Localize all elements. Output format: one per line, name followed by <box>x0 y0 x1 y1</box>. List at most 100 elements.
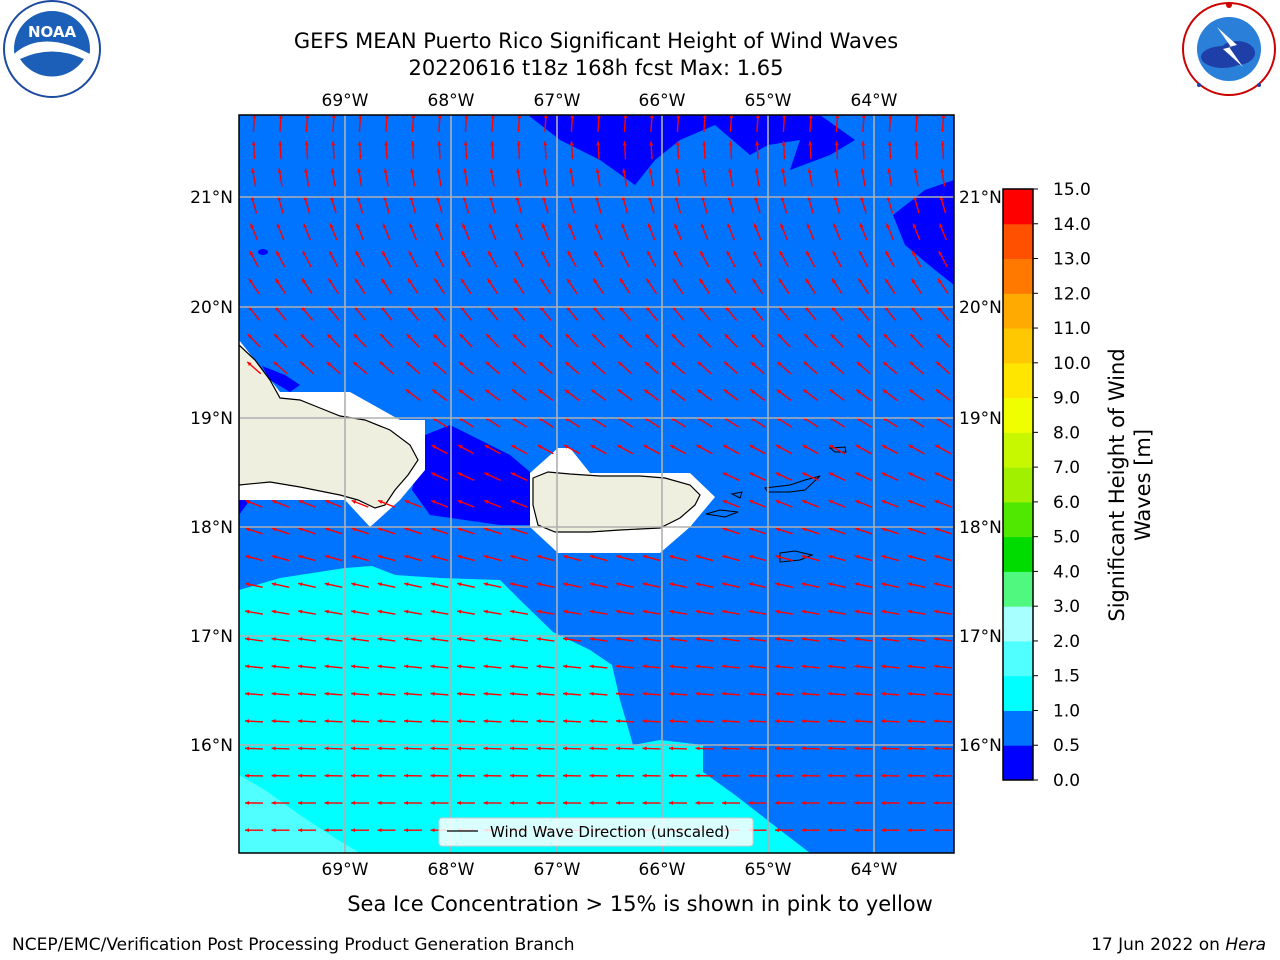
wave-direction-arrowhead <box>593 278 598 284</box>
map-frame <box>238 114 955 854</box>
wave-direction-arrowhead <box>881 746 886 751</box>
wave-direction-arrowhead <box>483 664 488 669</box>
wave-direction-arrowhead <box>642 582 648 587</box>
generation-date: 17 Jun 2022 on Hera <box>1091 935 1266 955</box>
wave-direction-arrowhead <box>698 334 703 339</box>
wave-direction-arrowhead <box>409 223 413 228</box>
wave-direction-arrowhead <box>379 361 385 366</box>
wave-direction-arrowhead <box>483 637 488 642</box>
wave-direction-arrowhead <box>881 527 886 532</box>
wave-direction-arrowhead <box>251 141 256 146</box>
wave-direction-arrowhead <box>250 223 254 228</box>
wave-direction-arrowhead <box>377 828 382 833</box>
wave-direction-arrowhead <box>695 637 700 642</box>
wave-direction-arrowhead <box>907 582 913 587</box>
wave-direction-arrowhead <box>911 278 916 284</box>
wave-direction-arrowhead <box>589 691 594 696</box>
wave-direction-arrowhead <box>351 582 356 587</box>
wave-direction-arrowhead <box>404 828 409 833</box>
wave-direction-arrowhead <box>538 389 543 394</box>
wave-direction-arrowhead <box>245 637 250 642</box>
wave-direction-arrowhead <box>722 472 728 477</box>
wave-direction-arrowhead <box>675 168 680 173</box>
wave-height-band-under-0-5-east <box>893 180 954 285</box>
wave-direction-arrowhead <box>935 389 941 394</box>
colorbar-tick-label: 4.0 <box>1053 562 1080 582</box>
wave-direction-arrowhead <box>357 141 362 146</box>
wave-direction-arrowhead <box>806 223 811 228</box>
wave-direction-arrowhead <box>563 801 568 805</box>
wave-direction-arrowhead <box>934 719 939 724</box>
national-weather-service-logo <box>1182 2 1276 96</box>
wave-direction-arrowhead <box>723 389 729 394</box>
wave-direction-arrowhead <box>483 609 488 614</box>
legend-label: Wind Wave Direction (unscaled) <box>490 823 730 841</box>
wave-direction-arrowhead <box>430 801 435 805</box>
wave-direction-arrowhead <box>907 773 912 778</box>
wave-direction-arrowhead <box>828 773 833 778</box>
wave-direction-arrowhead <box>728 168 733 173</box>
wave-direction-arrowhead <box>727 223 731 228</box>
wave-direction-arrowhead <box>777 334 782 339</box>
wave-direction-arrowhead <box>271 555 277 559</box>
wave-direction-arrowhead <box>510 719 515 724</box>
wave-direction-arrowhead <box>642 637 647 642</box>
wave-direction-arrowhead <box>536 773 541 778</box>
wave-direction-arrowhead <box>728 141 733 146</box>
colorbar-tick-label: 7.0 <box>1053 458 1080 478</box>
wave-direction-arrowhead <box>801 746 806 751</box>
wave-direction-arrowhead <box>801 527 807 532</box>
wave-direction-arrowhead <box>748 746 753 751</box>
wave-direction-arrowhead <box>857 334 862 339</box>
wave-direction-arrowhead <box>828 691 833 696</box>
wave-direction-arrowhead <box>748 527 754 532</box>
wave-direction-arrowhead <box>459 361 464 366</box>
wave-direction-arrowhead <box>536 582 542 587</box>
colorbar-tick-label: 8.0 <box>1053 423 1080 443</box>
wave-direction-arrowhead <box>912 251 916 256</box>
wave-direction-arrowhead <box>563 746 568 751</box>
colorbar-swatch <box>1003 501 1033 538</box>
wave-direction-arrowhead <box>775 582 780 587</box>
wave-direction-arrowhead <box>569 141 574 146</box>
wave-direction-arrowhead <box>590 445 596 449</box>
wave-direction-arrowhead <box>570 115 575 119</box>
anegada-island <box>828 446 847 453</box>
wave-direction-arrowhead <box>463 168 468 173</box>
wave-direction-arrowhead <box>298 719 303 724</box>
wave-direction-arrowhead <box>802 500 807 504</box>
wave-direction-arrowhead <box>775 773 780 778</box>
wave-direction-arrowhead <box>886 223 890 228</box>
wave-direction-arrowhead <box>430 609 435 614</box>
wave-direction-arrowhead <box>861 141 866 146</box>
wave-direction-arrowhead <box>245 801 250 805</box>
wave-direction-arrowhead <box>351 828 356 833</box>
wave-direction-arrowhead <box>673 251 678 256</box>
wave-direction-arrowhead <box>459 334 464 339</box>
wave-direction-arrowhead <box>275 278 280 284</box>
lat-label: 19°N <box>190 409 233 429</box>
wave-direction-arrowhead <box>324 609 329 614</box>
wave-direction-arrowhead <box>748 719 753 724</box>
wave-direction-arrowhead <box>351 773 356 778</box>
wave-direction-arrowhead <box>907 527 913 532</box>
wave-direction-arrowhead <box>828 472 834 477</box>
wave-direction-arrowhead <box>298 500 304 504</box>
wave-direction-arrowhead <box>881 582 886 587</box>
wave-direction-arrowhead <box>404 527 409 532</box>
wave-direction-arrowhead <box>748 555 754 559</box>
wave-direction-arrowhead <box>594 251 598 256</box>
wave-direction-arrowhead <box>934 472 940 477</box>
wave-direction-arrowhead <box>748 664 753 669</box>
wave-direction-arrowhead <box>432 361 438 366</box>
wave-direction-arrowhead <box>832 278 836 284</box>
wave-direction-arrowhead <box>722 801 727 805</box>
wave-direction-arrowhead <box>722 773 727 778</box>
wave-direction-arrowhead <box>324 664 329 669</box>
wave-direction-arrowhead <box>277 168 282 173</box>
wave-direction-arrowhead <box>351 609 356 614</box>
wave-direction-arrowhead <box>912 223 917 228</box>
wave-direction-arrowhead <box>510 500 516 504</box>
wave-direction-arrowhead <box>462 223 466 228</box>
lat-label: 17°N <box>959 627 1002 647</box>
